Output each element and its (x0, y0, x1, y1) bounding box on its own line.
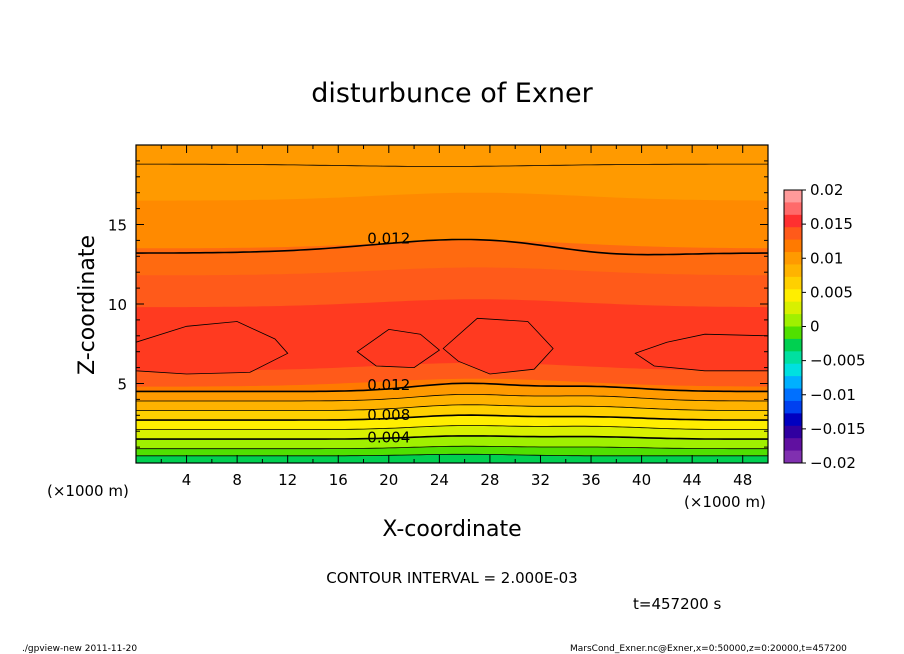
svg-text:0.008: 0.008 (367, 406, 410, 424)
contour-line (136, 425, 768, 430)
colorbar-swatch (784, 301, 802, 315)
y-axis-label: Z-coordinate (75, 235, 100, 375)
contour-interval: CONTOUR INTERVAL = 2.000E-03 (326, 569, 577, 587)
colorbar-swatch (784, 450, 802, 464)
contour-line (136, 238, 768, 256)
colorbar-swatch (784, 425, 802, 439)
y-tick-label: 10 (108, 296, 127, 314)
contour-line (136, 382, 768, 393)
x-tick-label: 28 (480, 471, 499, 489)
x-tick-label: 4 (182, 471, 192, 489)
colorbar-tick-label: 0.02 (810, 181, 843, 199)
time-label: t=457200 s (633, 595, 721, 613)
field-max-region (635, 334, 768, 371)
x-tick-label: 48 (733, 471, 752, 489)
x-tick-label: 20 (379, 471, 398, 489)
contour-line (136, 414, 768, 421)
x-unit-right: (×1000 m) (684, 493, 766, 511)
footer-left: ./gpview-new 2011-11-20 (22, 644, 137, 654)
colorbar-tick-label: −0.015 (810, 420, 866, 438)
x-axis-ticks: 4 8 12 16 20 24 28 32 36 40 44 48 (160, 145, 752, 489)
colorbar-tick-label: 0.015 (810, 215, 853, 233)
colorbar-swatch (784, 400, 802, 414)
x-tick-label: 16 (329, 471, 348, 489)
colorbar-swatch (784, 413, 802, 427)
field-band (136, 454, 768, 463)
y-axis-ticks: 5 10 15 (108, 160, 768, 448)
colorbar-swatch (784, 388, 802, 402)
colorbar-swatch (784, 276, 802, 290)
colorbar-tick-label: −0.01 (810, 386, 856, 404)
footer-right: MarsCond_Exner.nc@Exner,x=0:50000,z=0:20… (570, 644, 847, 654)
field-max-region (136, 321, 288, 374)
contour-line (136, 435, 768, 440)
x-tick-label: 24 (430, 471, 449, 489)
x-tick-label: 40 (632, 471, 651, 489)
colorbar-swatch (784, 351, 802, 365)
x-tick-label: 32 (531, 471, 550, 489)
field-max-region (443, 318, 554, 374)
colorbar-swatch (784, 202, 802, 216)
colorbar-swatch (784, 252, 802, 265)
x-axis-label: X-coordinate (382, 517, 521, 542)
colorbar-swatch (784, 227, 802, 241)
colorbar-swatch (784, 289, 802, 303)
colorbar-swatch (784, 314, 802, 327)
contour-line (136, 394, 768, 402)
contour-label: 0.012 (367, 376, 410, 394)
colorbar-swatch (784, 264, 802, 278)
colorbar-ticks: 0.02 0.015 0.01 0.005 0 −0.005 −0.01 −0.015 −0.0… (802, 181, 866, 472)
colorbar-swatch (784, 214, 802, 228)
svg-text:0.012: 0.012 (367, 376, 410, 394)
x-tick-label: 8 (232, 471, 242, 489)
colorbar-tick-label: −0.005 (810, 352, 866, 370)
x-tick-label: 44 (683, 471, 702, 489)
contour-line (136, 404, 768, 411)
colorbar-tick-label: 0.01 (810, 249, 843, 267)
contour-labels: 0.012 0.012 0.008 0.004 (367, 230, 410, 447)
svg-text:0.012: 0.012 (367, 230, 410, 248)
svg-text:0.004: 0.004 (367, 428, 410, 446)
contour-line (356, 328, 441, 369)
colorbar-swatch (784, 338, 802, 352)
x-tick-label: 36 (581, 471, 600, 489)
colorbar-swatch (784, 326, 802, 340)
x-unit-left: (×1000 m) (47, 482, 129, 500)
contour-field (136, 145, 768, 463)
contour-line (442, 317, 554, 375)
colorbar-swatch (784, 363, 802, 377)
colorbar-swatch (784, 190, 802, 203)
x-tick-label: 12 (278, 471, 297, 489)
contour-line (136, 453, 768, 457)
contour-line (136, 321, 289, 375)
contour-line (136, 163, 768, 167)
colorbar-tick-label: 0.005 (810, 283, 853, 301)
contour-label: 0.012 (367, 230, 410, 248)
contour-lines (136, 163, 768, 457)
colorbar-swatch (784, 239, 802, 253)
y-tick-label: 5 (117, 376, 127, 394)
field-max-region (357, 329, 440, 368)
colorbar (784, 190, 802, 464)
colorbar-swatch (784, 376, 802, 390)
y-tick-label: 15 (108, 217, 127, 235)
contour-line (634, 333, 768, 372)
colorbar-swatch (784, 438, 802, 452)
contour-label: 0.004 (367, 428, 410, 446)
contour-line (136, 445, 768, 450)
chart-title: disturbunce of Exner (311, 78, 593, 109)
colorbar-tick-label: −0.02 (810, 454, 856, 472)
colorbar-tick-label: 0 (810, 318, 820, 336)
contour-label: 0.008 (367, 406, 410, 424)
